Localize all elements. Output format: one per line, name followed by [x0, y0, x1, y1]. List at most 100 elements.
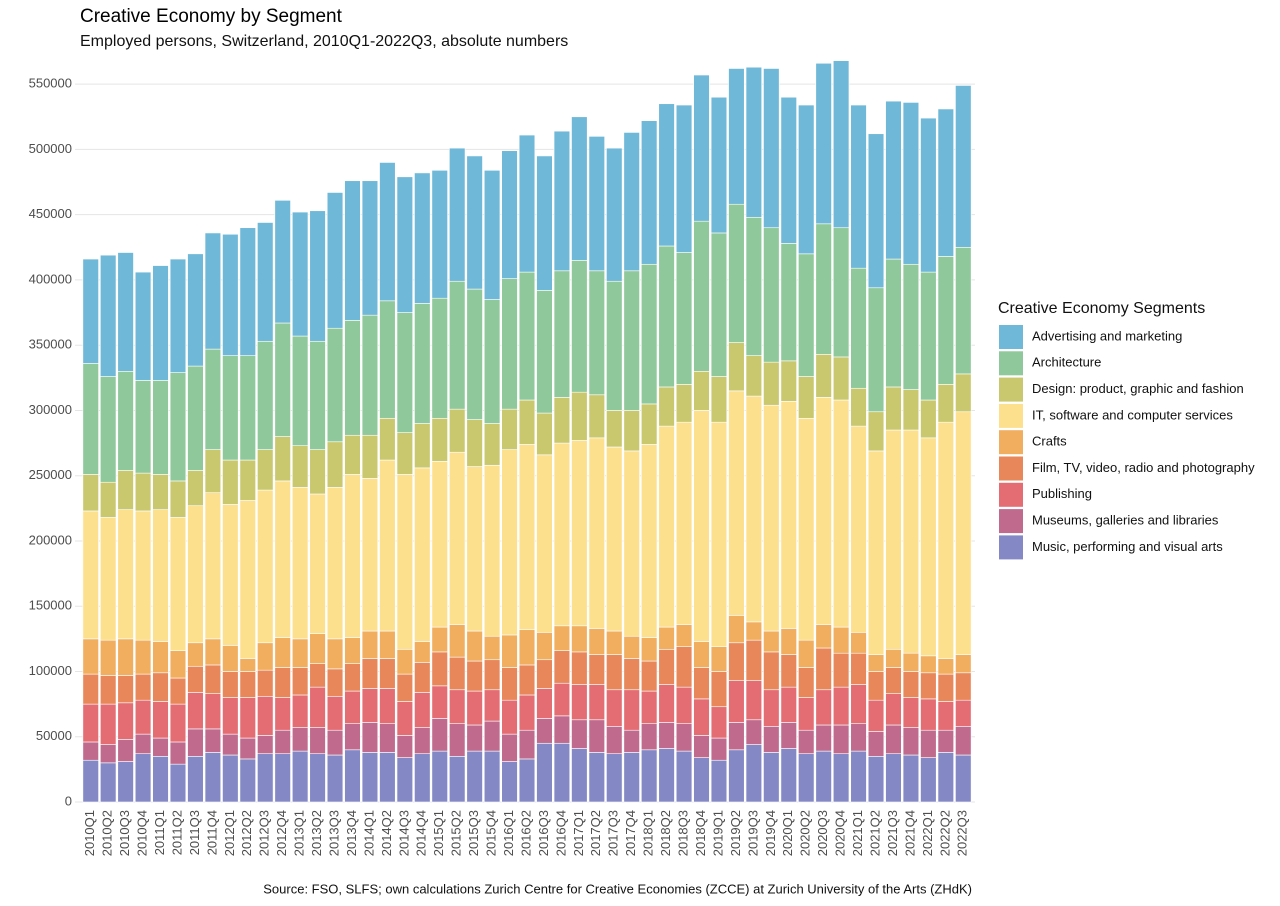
bar-segment	[414, 423, 431, 469]
bar-segment	[920, 399, 937, 439]
bar-segment	[379, 459, 396, 632]
bar-segment	[379, 658, 396, 689]
bar-segment	[309, 449, 326, 495]
x-tick-label: 2015Q1	[431, 810, 446, 856]
bar-segment	[850, 387, 867, 427]
bar-segment	[902, 727, 920, 756]
bar-segment	[257, 340, 274, 450]
bar-segment	[937, 673, 954, 702]
bar-segment	[606, 689, 623, 727]
bar-segment	[449, 656, 466, 691]
bar-segment	[553, 650, 571, 684]
bar-segment	[536, 718, 553, 744]
bar-segment	[937, 729, 954, 753]
bar-segment	[379, 752, 396, 803]
bar-segment	[780, 654, 797, 688]
bar-segment	[745, 639, 763, 681]
bar-segment	[169, 372, 187, 482]
bar-segment	[571, 684, 588, 721]
bar-segment	[361, 752, 379, 803]
bar-segment	[850, 104, 867, 269]
bar-segment	[885, 724, 902, 755]
bar-segment	[204, 449, 222, 493]
bar-segment	[553, 130, 571, 272]
bar-segment	[449, 723, 466, 757]
bar-segment	[658, 722, 675, 749]
bar-segment	[693, 74, 710, 222]
x-tick-label: 2016Q1	[501, 810, 516, 856]
bar-segment	[763, 725, 780, 753]
bar-segment	[885, 258, 902, 388]
bar-segment	[204, 664, 222, 694]
x-tick-label: 2012Q3	[257, 810, 272, 856]
bar-segment	[117, 252, 134, 372]
bar-segment	[483, 750, 501, 803]
bar-segment	[239, 227, 256, 356]
y-tick-label: 550000	[29, 76, 72, 91]
bar-segment	[728, 722, 745, 751]
bar-segment	[274, 753, 291, 803]
bar-segment	[449, 147, 466, 282]
bar-segment	[309, 493, 326, 634]
bar-segment	[117, 675, 134, 704]
bar-segment	[361, 180, 379, 316]
bar-segment	[763, 227, 780, 363]
bar-segment	[117, 702, 134, 740]
bar-segment	[187, 505, 204, 644]
bar-segment	[885, 667, 902, 694]
legend-label: Museums, galleries and libraries	[1032, 513, 1219, 528]
bar-segment	[780, 628, 797, 655]
bar-segment	[222, 697, 239, 735]
bar-segment	[745, 680, 763, 721]
bar-segment	[169, 703, 187, 743]
bar-segment	[379, 723, 396, 753]
bar-segment	[571, 748, 588, 803]
bar-segment	[641, 660, 658, 692]
bar-segment	[798, 667, 815, 698]
bar-segment	[274, 480, 291, 638]
bar-segment	[867, 699, 885, 732]
bar-segment	[588, 628, 605, 655]
bar-segment	[867, 133, 885, 289]
y-tick-label: 350000	[29, 337, 72, 352]
bar-segment	[257, 449, 274, 491]
bar-segment	[257, 642, 274, 671]
bar-segment	[780, 722, 797, 749]
bar-segment	[658, 648, 675, 685]
bar-segment	[414, 172, 431, 304]
bar-segment	[309, 753, 326, 803]
legend-swatch	[999, 351, 1023, 376]
legend-swatch	[999, 430, 1023, 455]
bar-segment	[396, 432, 413, 475]
x-tick-label: 2011Q2	[169, 810, 184, 855]
bar-segment	[641, 637, 658, 662]
bar-segment	[466, 660, 483, 692]
bar-segment	[274, 200, 291, 324]
bar-segment	[187, 756, 204, 803]
bar-segment	[396, 312, 413, 433]
bar-segment	[920, 672, 937, 700]
bar-segment	[798, 729, 815, 755]
x-tick-label: 2019Q3	[745, 810, 760, 856]
bar-segment	[745, 216, 763, 356]
bar-segment	[745, 719, 763, 745]
bar-segment	[553, 742, 571, 803]
bar-segment	[152, 380, 169, 475]
bar-segment	[82, 741, 99, 761]
bar-segment	[658, 626, 675, 650]
bar-segment	[483, 720, 501, 752]
bar-segment	[641, 690, 658, 724]
bar-segment	[658, 425, 675, 628]
bar-segment	[641, 749, 658, 803]
bar-segment	[553, 682, 571, 717]
x-tick-label: 2014Q2	[379, 810, 394, 856]
bar-segment	[920, 271, 937, 401]
bar-segment	[117, 761, 134, 803]
bar-segment	[623, 132, 640, 272]
bar-segment	[134, 639, 152, 675]
bar-segment	[728, 615, 745, 644]
bar-segment	[309, 633, 326, 664]
x-tick-label: 2018Q2	[658, 810, 673, 856]
bar-segment	[606, 753, 623, 803]
bar-segment	[326, 695, 344, 731]
